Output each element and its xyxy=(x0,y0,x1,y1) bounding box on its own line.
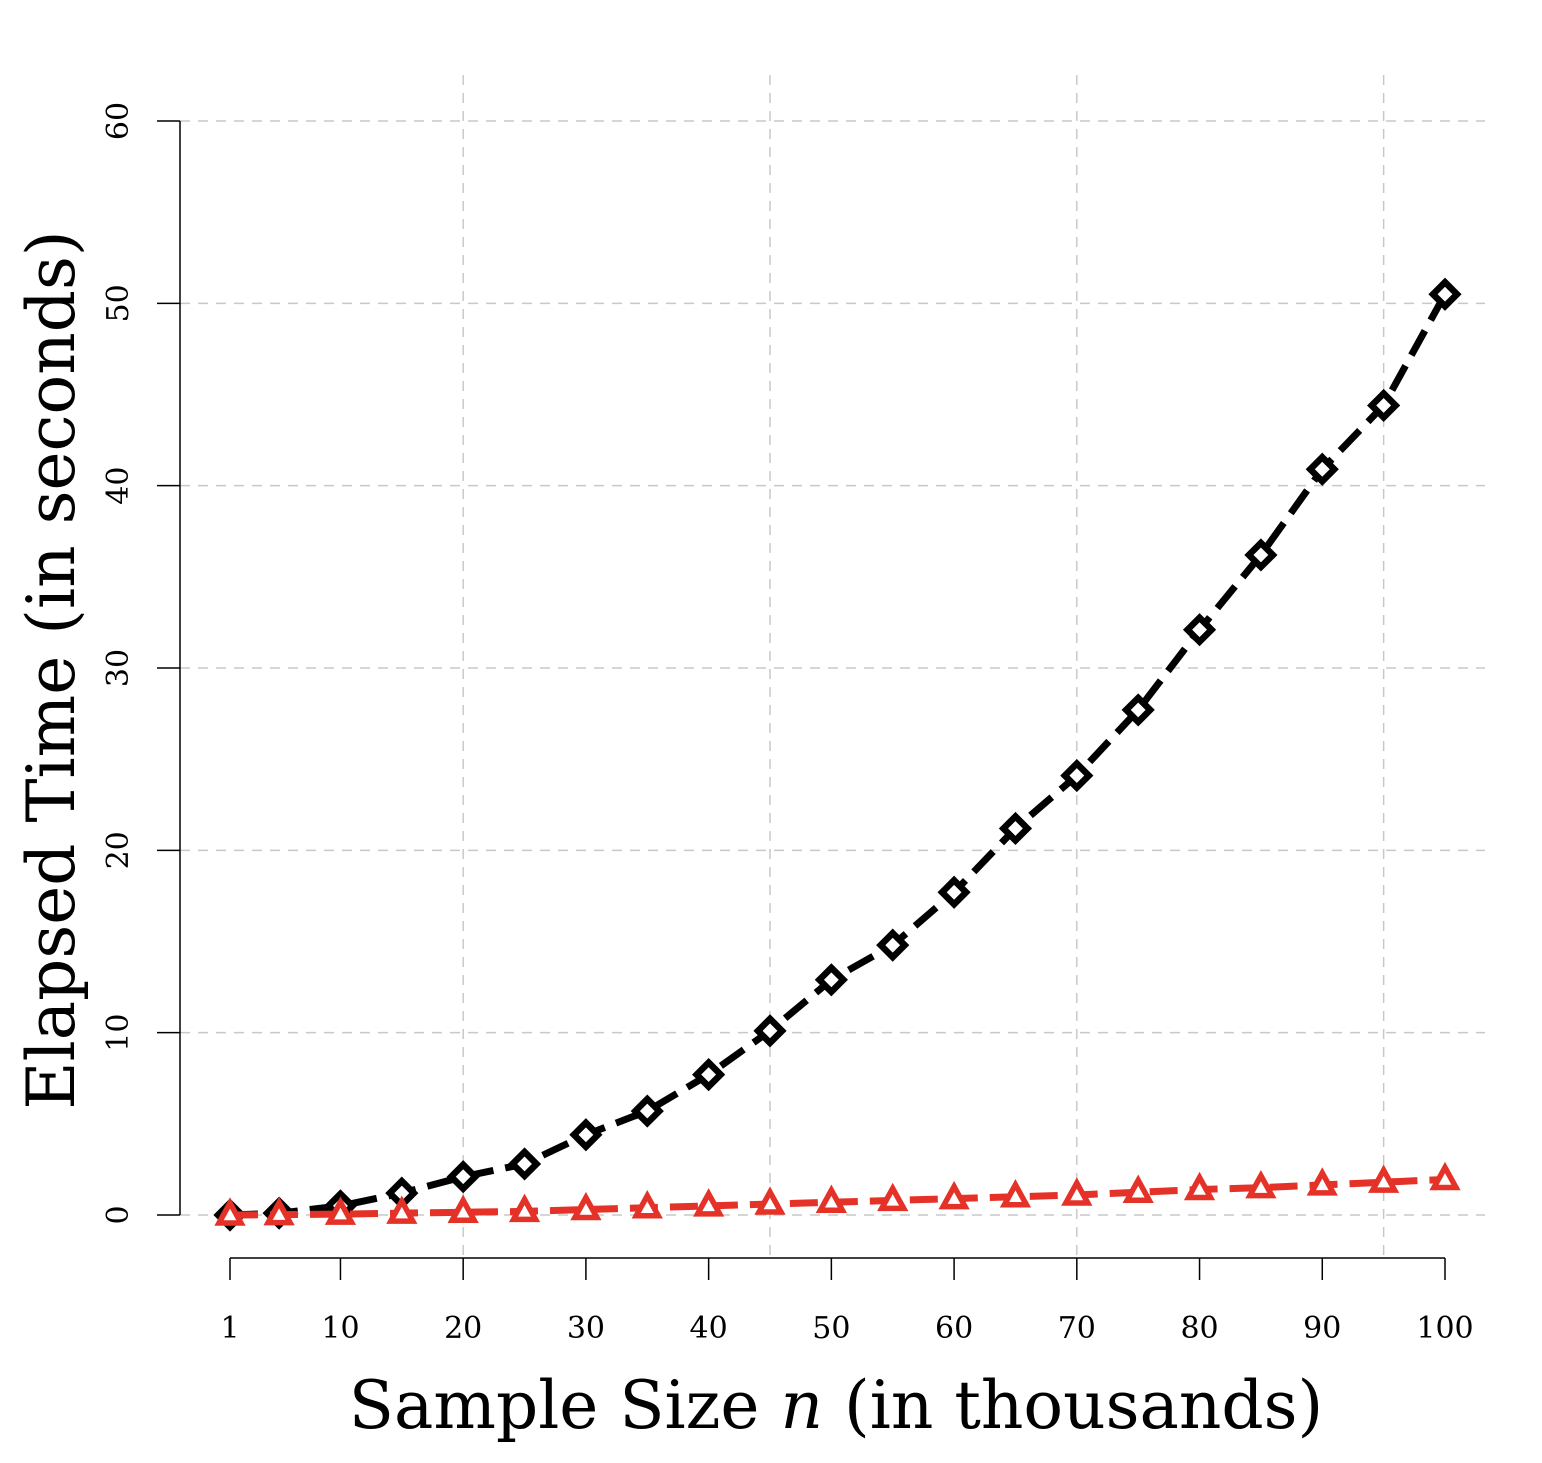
data-point-triangle xyxy=(1306,1167,1338,1196)
data-point-triangle xyxy=(1429,1161,1461,1191)
x-axis-title-prefix: Sample Size xyxy=(349,1367,781,1444)
data-point-triangle xyxy=(263,1196,295,1226)
y-tick-label: 60 xyxy=(101,102,136,140)
y-tick-label: 40 xyxy=(101,467,136,505)
data-point-diamond xyxy=(692,1058,726,1092)
data-point-triangle xyxy=(692,1188,725,1217)
x-tick-label: 100 xyxy=(1416,1311,1473,1346)
x-tick-label: 40 xyxy=(690,1311,728,1346)
data-point-diamond xyxy=(937,875,971,909)
data-point-triangle xyxy=(754,1186,786,1215)
y-tick-label: 30 xyxy=(101,649,136,687)
data-point-diamond xyxy=(998,811,1033,846)
x-tick-label: 1 xyxy=(220,1311,239,1346)
data-point-diamond xyxy=(630,1094,664,1128)
data-point-triangle xyxy=(938,1180,970,1210)
data-point-triangle xyxy=(214,1197,246,1226)
y-tick-label: 10 xyxy=(101,1014,136,1052)
data-point-diamond xyxy=(1121,693,1155,727)
data-point-diamond xyxy=(1305,452,1339,486)
data-point-diamond xyxy=(569,1118,603,1152)
data-point-triangle xyxy=(508,1193,541,1223)
x-tick-label: 90 xyxy=(1303,1311,1341,1346)
data-point-diamond xyxy=(1060,758,1094,793)
x-tick-label: 80 xyxy=(1180,1311,1218,1346)
data-point-triangle xyxy=(324,1196,357,1225)
grid-lines xyxy=(180,75,1485,1258)
x-axis-title-suffix: (in thousands) xyxy=(823,1367,1323,1444)
data-point-triangle xyxy=(999,1179,1032,1208)
x-tick-label: 60 xyxy=(935,1311,973,1346)
y-tick-label: 0 xyxy=(101,1205,136,1224)
y-axis-title: Elapsed Time (in seconds) xyxy=(13,230,90,1109)
data-point-diamond xyxy=(1367,388,1401,423)
data-point-triangle xyxy=(1122,1174,1154,1203)
series-1 xyxy=(213,277,1462,1232)
data-point-triangle xyxy=(877,1182,909,1212)
data-point-triangle xyxy=(1367,1164,1400,1193)
data-point-diamond xyxy=(753,1014,787,1048)
data-point-triangle xyxy=(1245,1169,1277,1199)
data-point-diamond xyxy=(814,963,848,997)
data-point-triangle xyxy=(1183,1171,1216,1201)
data-point-diamond xyxy=(507,1147,542,1181)
data-point-triangle xyxy=(570,1191,602,1221)
data-point-diamond xyxy=(1182,613,1217,647)
data-point-triangle xyxy=(386,1195,418,1224)
y-tick-label: 20 xyxy=(101,831,136,869)
data-point-diamond xyxy=(876,928,910,962)
x-tick-label: 20 xyxy=(444,1311,482,1346)
data-point-triangle xyxy=(1061,1177,1093,1206)
x-tick-label: 10 xyxy=(321,1311,359,1346)
x-tick-label: 50 xyxy=(812,1311,850,1346)
x-axis-title: Sample Size n (in thousands) xyxy=(349,1367,1323,1444)
data-point-diamond xyxy=(1244,538,1278,572)
data-point-diamond xyxy=(446,1160,480,1194)
data-point-triangle xyxy=(631,1190,663,1219)
y-tick-label: 50 xyxy=(101,284,136,322)
data-point-triangle xyxy=(815,1184,848,1213)
series-2 xyxy=(214,1161,1461,1226)
axes: 0 10 20 30 40 50 60 1 10 20 30 40 50 60 70 80 90 100 xyxy=(101,102,1474,1346)
x-tick-label: 30 xyxy=(567,1311,605,1346)
x-axis-title-variable: n xyxy=(780,1367,823,1444)
series-1-line xyxy=(229,292,1449,1219)
data-point-diamond xyxy=(1428,277,1462,311)
x-tick-label: 70 xyxy=(1058,1311,1096,1346)
series-group xyxy=(213,277,1462,1232)
data-point-triangle xyxy=(447,1194,479,1224)
